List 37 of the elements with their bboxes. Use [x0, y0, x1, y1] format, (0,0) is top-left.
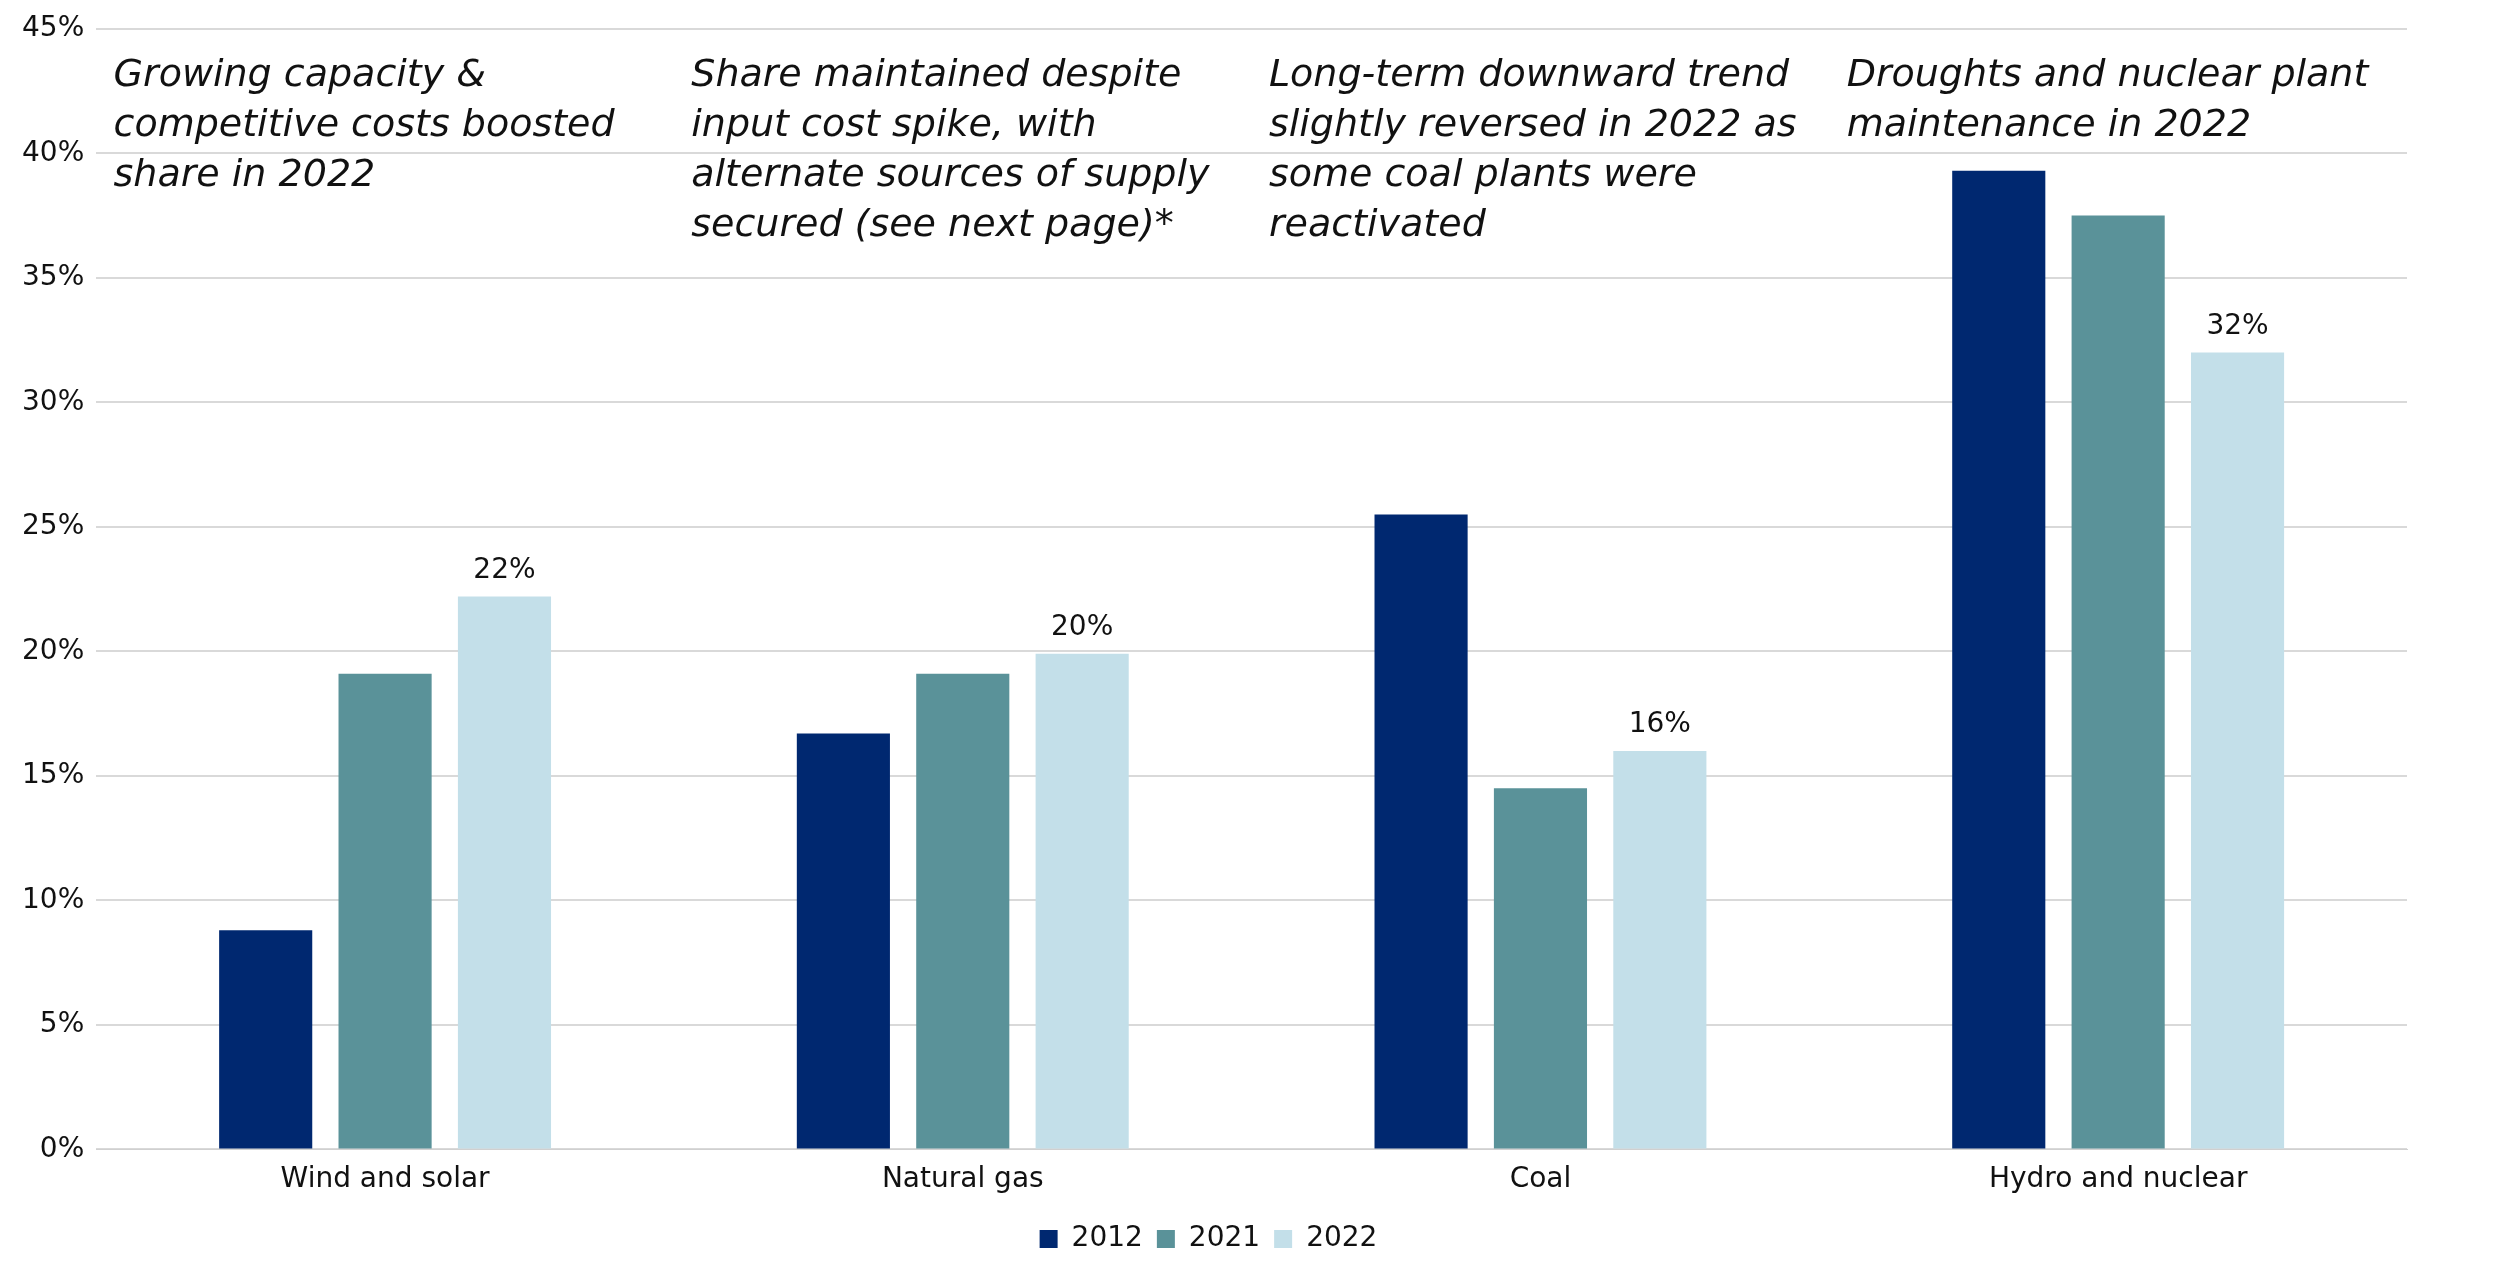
bar [1613, 750, 1707, 1149]
data-label: 22% [473, 551, 536, 585]
bar [1952, 170, 2046, 1149]
annotation: Growing capacity & competitive costs boosted share in 2022 [113, 50, 616, 195]
y-tick-label: 40% [22, 134, 85, 168]
y-tick-label: 10% [22, 881, 85, 915]
annotation: Droughts and nuclear plant maintenance in 2022 [1846, 50, 2371, 145]
bar [219, 930, 313, 1149]
bar [1493, 788, 1588, 1149]
y-tick-label: 25% [22, 508, 85, 542]
legend-label: 2022 [1306, 1220, 1378, 1254]
y-tick-label: 5% [39, 1006, 85, 1040]
x-tick-label: Coal [1509, 1161, 1572, 1195]
y-tick-label: 0% [39, 1130, 85, 1164]
annotation: Share maintained despite input cost spike, with alternate sources of supply secured (see next page)* [691, 50, 1211, 245]
data-label: 20% [1051, 609, 1114, 643]
data-label: 32% [2206, 307, 2269, 341]
y-tick-label: 15% [22, 757, 85, 791]
x-tick-label: Hydro and nuclear [1988, 1161, 2248, 1195]
bar [796, 733, 890, 1149]
x-tick-label: Wind and solar [280, 1161, 491, 1195]
legend-label: 2012 [1071, 1220, 1143, 1254]
data-label: 16% [1628, 706, 1691, 740]
bar [2190, 352, 2285, 1149]
y-tick-label: 20% [22, 632, 85, 666]
y-tick-label: 30% [22, 383, 85, 417]
legend-label: 2021 [1188, 1220, 1261, 1254]
bar [1035, 653, 1129, 1149]
bar [2071, 215, 2165, 1149]
bar [1374, 514, 1468, 1149]
annotation: Long-term downward trend slightly reversed in 2022 as some coal plants were reactivated [1268, 50, 1797, 245]
bar [457, 596, 552, 1149]
x-tick-label: Natural gas [881, 1161, 1044, 1195]
bar [338, 673, 432, 1149]
y-tick-label: 35% [22, 259, 85, 293]
bar [916, 673, 1010, 1149]
y-tick-label: 45% [22, 10, 85, 44]
